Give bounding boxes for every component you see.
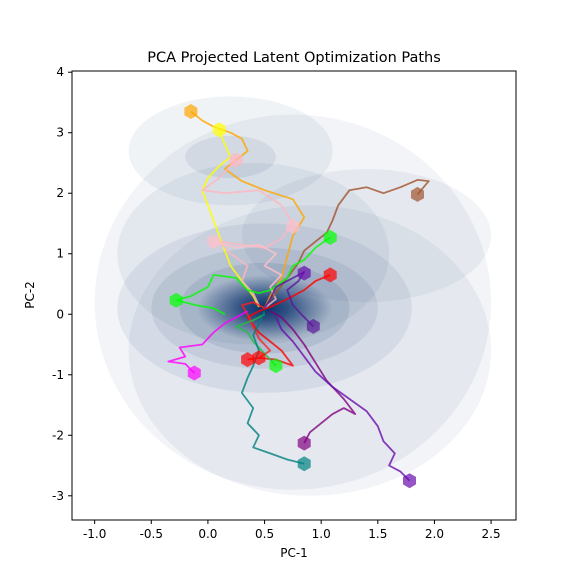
y-tick-label: 4	[56, 65, 64, 79]
x-tick-label: 2.0	[425, 527, 444, 541]
path-endpoint-marker	[229, 152, 243, 168]
series-line	[167, 310, 249, 374]
x-tick-label: 1.0	[312, 527, 331, 541]
x-tick-label: 0.0	[198, 527, 217, 541]
y-tick-label: 2	[56, 186, 64, 200]
path-endpoint-marker	[297, 265, 311, 281]
axes-frame	[71, 70, 517, 521]
path-endpoint-marker	[212, 122, 226, 138]
series-line	[201, 159, 294, 306]
y-tick-label: -3	[52, 489, 64, 503]
x-tick-label: 1.5	[368, 527, 387, 541]
series-line	[241, 310, 305, 465]
path-endpoint-marker	[269, 358, 283, 374]
path-endpoint-marker	[184, 104, 198, 119]
series-line	[235, 313, 277, 367]
series-line	[269, 310, 357, 444]
x-tick-label: 0.5	[255, 527, 274, 541]
path-endpoint-marker	[187, 365, 201, 381]
path-endpoint-marker	[286, 219, 300, 234]
series-line	[275, 316, 411, 482]
series-line	[175, 236, 331, 316]
path-endpoint-marker	[306, 318, 320, 334]
path-endpoint-marker	[252, 350, 266, 366]
x-tick-label: -1.0	[83, 527, 106, 541]
x-axis-label: PC-1	[280, 546, 308, 560]
y-tick-label: -1	[52, 368, 64, 382]
path-endpoint-marker	[411, 186, 424, 202]
x-tick-label: -0.5	[140, 527, 163, 541]
y-axis-label: PC-2	[23, 281, 37, 309]
y-tick-label: 1	[56, 247, 64, 261]
y-tick-label: -2	[52, 428, 64, 442]
density-level	[128, 205, 492, 496]
x-tick-label: 2.5	[482, 527, 501, 541]
chart-title: PCA Projected Latent Optimization Paths	[147, 50, 441, 66]
series-line	[201, 129, 260, 308]
path-endpoint-marker	[241, 352, 255, 368]
path-endpoint-marker	[207, 234, 221, 250]
series-line	[263, 179, 430, 308]
y-tick-label: 0	[56, 307, 64, 321]
y-tick-label: 3	[56, 126, 64, 140]
path-endpoint-marker	[169, 292, 183, 308]
path-endpoint-marker	[297, 435, 311, 451]
path-endpoint-marker	[297, 456, 311, 472]
path-endpoint-marker	[403, 473, 416, 489]
path-endpoint-marker	[323, 229, 337, 245]
density-level	[128, 96, 333, 206]
path-endpoint-marker	[323, 267, 337, 283]
plot-area	[94, 96, 492, 496]
